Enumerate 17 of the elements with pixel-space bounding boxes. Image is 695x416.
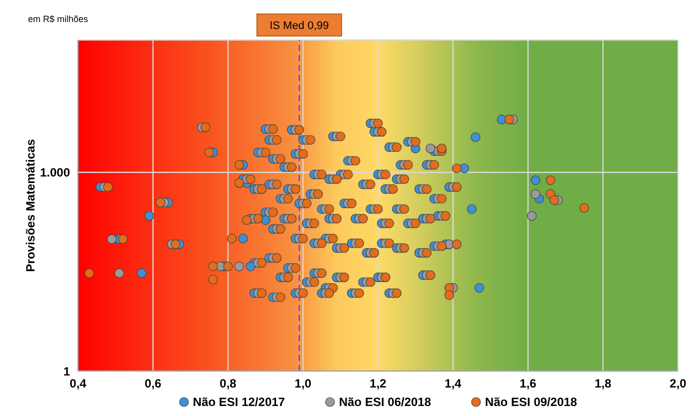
- x-tick-label: 0,4: [70, 376, 87, 391]
- x-tick-label: 1,0: [294, 376, 312, 391]
- y-axis-title: Provisões Matemáticas: [23, 138, 38, 272]
- x-tick-label: 1,6: [520, 376, 537, 391]
- x-tick-label: 2,0: [670, 376, 687, 391]
- x-tick-label: 0,6: [144, 376, 162, 391]
- legend-label: Não ESI 09/2018: [485, 395, 578, 409]
- y-tick-label: 1.000: [40, 166, 70, 180]
- x-tick-label: 1,4: [444, 376, 462, 391]
- x-tick-label: 1,8: [594, 376, 612, 391]
- legend-label: Não ESI 12/2017: [192, 395, 285, 409]
- x-tick-label: 1,2: [370, 376, 387, 391]
- x-tick-label: 0,8: [220, 376, 237, 391]
- legend-label: Não ESI 06/2018: [338, 395, 432, 409]
- y-tick-label: 1: [63, 364, 70, 378]
- text: em R$ milhões: [28, 14, 88, 24]
- ref-line-label: IS Med 0,99: [270, 20, 329, 32]
